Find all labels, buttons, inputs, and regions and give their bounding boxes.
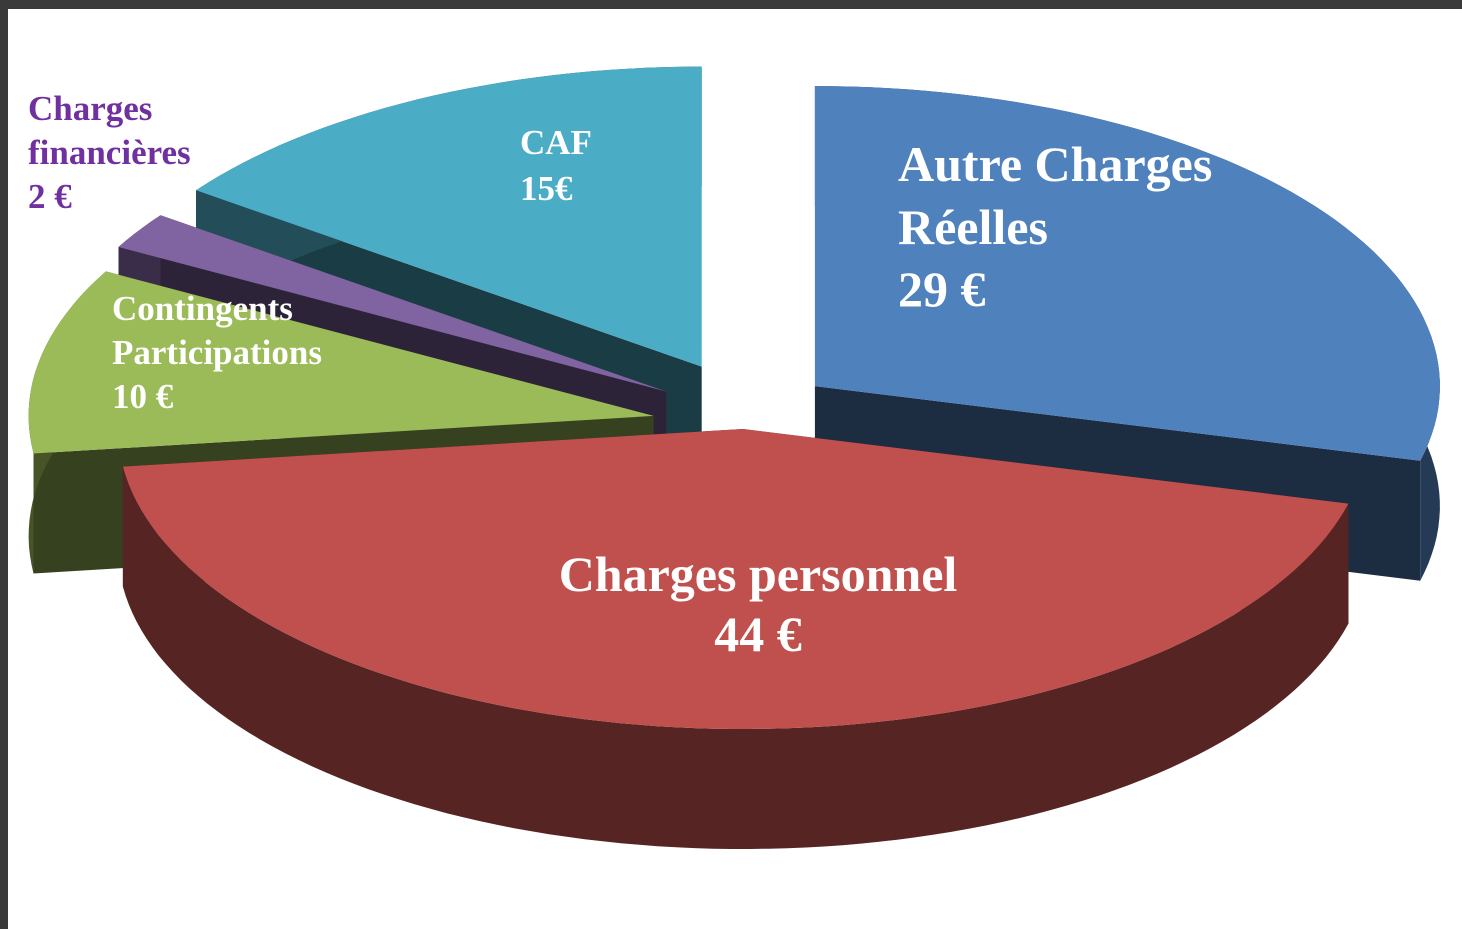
slice-label: Charges financières 2 € [28, 87, 228, 218]
slice-label: CAF 15€ [520, 120, 640, 211]
chart [28, 66, 1440, 849]
slice [118, 215, 667, 392]
category-label: CAF [520, 123, 592, 162]
slice-label: Charges personnel 44 € [448, 544, 1068, 664]
slice [196, 66, 702, 367]
value-label: 44 € [714, 606, 802, 662]
chart-area: Autre Charges Réelles 29 € Charges person… [8, 9, 1462, 929]
slice [122, 429, 1349, 729]
category-label: Contingents Participations [112, 289, 322, 372]
value-label: 2 € [28, 176, 72, 216]
slice [28, 271, 654, 454]
category-label: Charges personnel [558, 546, 958, 602]
category-label: Autre Charges Réelles [898, 136, 1213, 255]
value-label: 10 € [112, 376, 174, 416]
slice-label: Contingents Participations 10 € [112, 287, 372, 418]
value-label: 29 € [898, 261, 986, 317]
category-label: Charges financières [28, 89, 191, 172]
slice-label: Autre Charges Réelles 29 € [898, 133, 1278, 321]
slice-wall [122, 466, 1349, 849]
value-label: 15€ [520, 168, 573, 208]
slice [814, 86, 1440, 461]
